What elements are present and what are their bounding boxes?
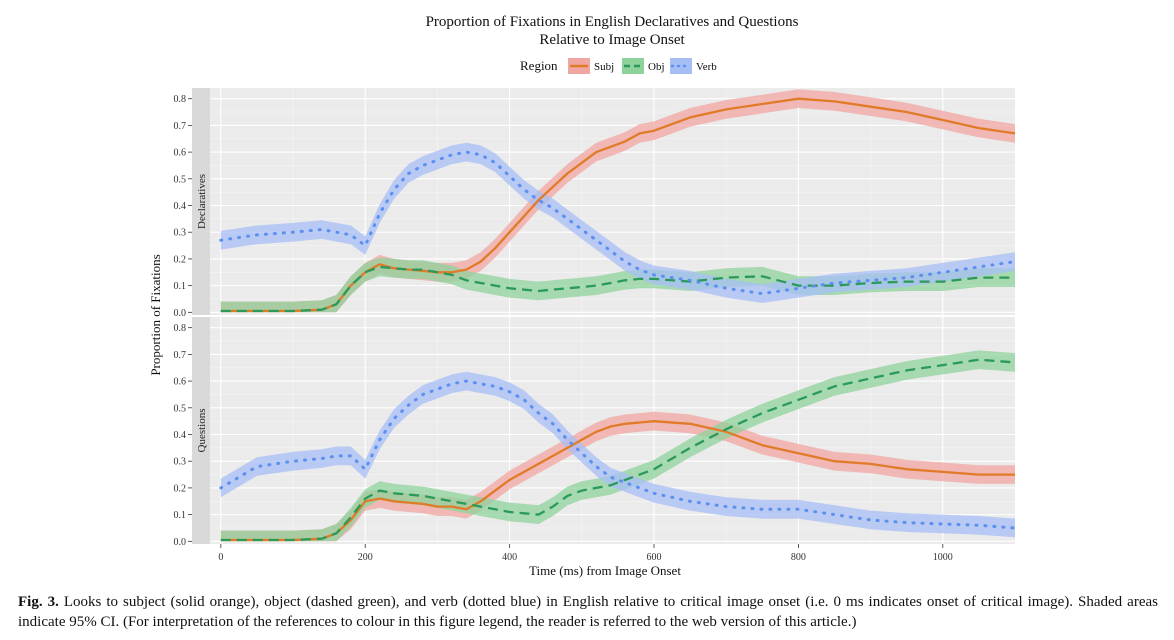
y-tick-label: 0.3 [174, 228, 187, 239]
x-tick-label: 400 [502, 552, 517, 563]
chart-panels: Declaratives0.00.10.20.30.40.50.60.70.8Q… [174, 88, 1017, 563]
series-line-obj [220, 265, 1015, 313]
y-tick-label: 0.0 [174, 537, 187, 548]
series-line-verb [219, 379, 1017, 530]
fixation-proportion-chart: Proportion of Fixations in English Decla… [148, 14, 1017, 578]
legend-item-subj: Subj [568, 58, 614, 74]
legend-swatch-obj [622, 58, 644, 74]
panel-questions: Questions 0.0 0.1 0.2 0.3 0.4 0.5 0.6 0.7 0.8 [174, 317, 1017, 548]
series-line-obj [220, 358, 1016, 542]
legend: Region Subj Obj Verb [520, 58, 717, 74]
y-tick-label: 0.5 [174, 174, 187, 185]
ci-band-subj [220, 411, 1016, 542]
facet-label: Declaratives [196, 174, 208, 229]
panel-declaratives: Declaratives 0.0 0.1 0.2 0.3 0.4 0.5 0.6 0.7 0.8 [174, 88, 1017, 319]
y-tick-label: 0.4 [174, 201, 187, 212]
legend-label-obj: Obj [648, 61, 665, 73]
series-line-subj [220, 97, 1016, 313]
y-tick-label: 0.8 [174, 323, 187, 334]
y-tick-label: 0.8 [174, 94, 187, 105]
caption-label: Fig. 3. [18, 594, 59, 610]
x-tick-label: 600 [647, 552, 662, 563]
ci-band-subj [220, 89, 1016, 313]
y-tick-label: 0.3 [174, 457, 187, 468]
y-tick-label: 0.2 [174, 483, 187, 494]
x-tick-label: 0 [218, 552, 223, 563]
legend-label-verb: Verb [696, 61, 717, 73]
y-tick-label: 0.2 [174, 254, 187, 265]
legend-label-subj: Subj [594, 61, 614, 73]
series-line-subj [220, 420, 1015, 542]
y-tick-label: 0.7 [174, 121, 187, 132]
x-tick-label: 200 [358, 552, 373, 563]
y-tick-label: 0.5 [174, 403, 187, 414]
y-tick-label: 0.0 [174, 308, 187, 319]
legend-swatch-verb [670, 58, 692, 74]
y-tick-label: 0.1 [174, 281, 187, 292]
y-tick-label: 0.6 [174, 377, 187, 388]
x-tick-label: 1000 [933, 552, 953, 563]
figure-caption: Fig. 3. Looks to subject (solid orange),… [18, 592, 1158, 632]
x-axis-label: Time (ms) from Image Onset [529, 563, 681, 578]
chart-title: Proportion of Fixations in English Decla… [426, 14, 799, 30]
ci-band-obj [220, 350, 1016, 542]
y-tick-label: 0.7 [174, 350, 187, 361]
legend-item-obj: Obj [622, 58, 665, 74]
y-axis-label: Proportion of Fixations [148, 254, 163, 375]
caption-text: Looks to subject (solid orange), object … [18, 594, 1158, 630]
ci-band-verb [220, 371, 1016, 538]
legend-item-verb: Verb [670, 58, 717, 74]
y-tick-label: 0.1 [174, 510, 187, 521]
chart-subtitle: Relative to Image Onset [539, 32, 685, 48]
y-tick-label: 0.4 [174, 430, 187, 441]
x-tick-label: 800 [791, 552, 806, 563]
facet-strip [192, 88, 210, 315]
ci-band-verb [220, 142, 1016, 303]
facet-strip [192, 317, 210, 544]
y-tick-label: 0.6 [174, 148, 187, 159]
legend-title: Region [520, 58, 558, 73]
facet-label: Questions [196, 409, 208, 453]
